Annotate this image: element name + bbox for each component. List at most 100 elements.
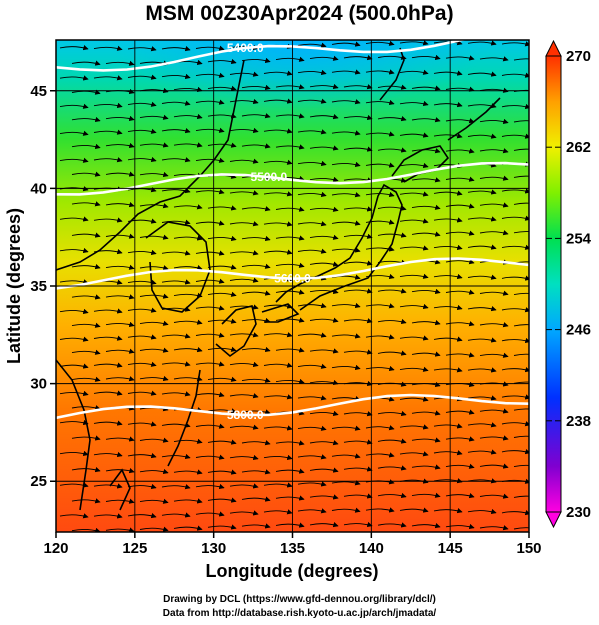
streamline-arrow <box>263 482 293 488</box>
streamline-arrow <box>93 157 123 163</box>
streamline-arrow <box>173 469 203 475</box>
streamline-arrow <box>433 304 463 311</box>
streamline-arrow <box>399 424 429 430</box>
streamline-arrow <box>479 525 509 531</box>
streamline-arrow <box>59 450 89 456</box>
contour-label: 5400.0 <box>227 41 264 55</box>
coastline-china <box>56 59 245 271</box>
streamline-arrow <box>377 54 407 60</box>
streamline-arrow <box>297 129 327 135</box>
streamline-arrow <box>275 289 305 295</box>
streamline-arrow <box>501 307 529 313</box>
streamline-arrow <box>195 483 225 490</box>
coastline-taiwan <box>109 468 131 511</box>
streamline-arrow <box>241 317 271 324</box>
streamline-arrow <box>105 527 135 532</box>
streamline-arrow <box>71 527 101 532</box>
chart-title: MSM 00Z30Apr2024 (500.0hPa) <box>145 2 454 25</box>
streamline-arrow <box>275 522 305 528</box>
streamline-arrow <box>365 99 395 106</box>
streamline-arrow <box>195 189 225 195</box>
streamline-arrow <box>263 70 293 76</box>
streamline-arrow <box>127 513 157 519</box>
streamline-arrow <box>59 513 89 519</box>
streamline-arrow <box>445 148 475 154</box>
streamline-arrow <box>399 451 429 457</box>
streamline-arrow <box>479 148 509 154</box>
streamline-arrow <box>241 57 271 63</box>
streamline-arrow <box>411 288 441 294</box>
streamline-arrow <box>377 116 407 122</box>
streamline-arrow <box>127 334 157 340</box>
streamline-arrow <box>411 54 441 60</box>
streamline-arrow <box>343 206 373 212</box>
streamline-arrow <box>229 332 259 338</box>
streamline-arrow <box>365 219 395 225</box>
streamline-arrow <box>161 391 191 397</box>
streamline-arrow <box>343 466 373 472</box>
streamline-arrow <box>343 439 373 445</box>
streamline-arrow <box>479 118 509 124</box>
streamline-arrow <box>59 130 89 136</box>
y-tick-label: 35 <box>30 278 47 295</box>
streamline-arrow <box>365 425 395 431</box>
streamline-arrow <box>263 249 293 255</box>
streamline-arrow <box>399 507 429 513</box>
streamline-arrow <box>365 40 395 46</box>
contour-label: 5500.0 <box>250 170 287 184</box>
streamline-arrow <box>207 318 237 324</box>
streamline-arrow <box>229 71 259 77</box>
streamline-arrow <box>241 409 271 415</box>
streamline-arrow <box>331 453 361 459</box>
streamline-arrow <box>241 346 271 353</box>
streamline-arrow <box>343 84 373 90</box>
streamline-arrow <box>229 250 259 256</box>
streamline-arrow <box>479 435 509 441</box>
y-tick-label: 40 <box>30 180 47 197</box>
streamline-arrow <box>297 363 327 369</box>
streamline-arrow <box>195 220 225 226</box>
credit-data: Data from http://database.rish.kyoto-u.a… <box>162 608 437 619</box>
streamline-arrow <box>411 148 441 154</box>
colorbar-tick-label: 270 <box>566 48 591 65</box>
streamline-arrow <box>297 221 327 227</box>
streamline-arrow <box>207 235 237 241</box>
streamline-arrow <box>105 348 135 354</box>
streamline-arrow <box>365 246 395 252</box>
streamline-arrow <box>161 100 191 106</box>
streamline-arrow <box>275 317 305 323</box>
x-tick-label: 140 <box>359 540 384 557</box>
streamline-arrow <box>399 218 429 224</box>
streamline-arrow <box>331 480 361 486</box>
streamline-arrow <box>467 133 497 139</box>
streamline-arrow <box>105 436 135 442</box>
streamline-arrow <box>343 521 373 528</box>
streamline-arrow <box>399 40 429 46</box>
streamline-arrow <box>411 523 441 529</box>
streamline-arrow <box>331 247 361 253</box>
streamline-arrow <box>127 74 157 80</box>
streamline-arrow <box>139 171 169 178</box>
streamline-arrow <box>127 128 157 134</box>
streamline-arrow <box>479 493 509 499</box>
streamline-arrow <box>195 99 225 105</box>
streamline-arrow <box>331 507 361 513</box>
streamline-arrow <box>229 190 259 196</box>
streamline-arrow <box>309 440 339 446</box>
streamline-arrow <box>343 349 373 355</box>
streamline-arrow <box>513 148 529 151</box>
streamline-arrow <box>479 352 509 358</box>
streamline-arrow <box>331 364 361 370</box>
y-tick-label: 45 <box>30 83 47 100</box>
streamline-arrow <box>297 481 327 487</box>
streamline-arrow <box>139 320 169 326</box>
streamline-arrow <box>377 288 407 294</box>
streamline-arrow <box>501 215 529 221</box>
streamline-arrow <box>241 523 271 529</box>
streamline-arrow <box>93 45 123 51</box>
streamline-arrow <box>93 483 123 489</box>
streamline-arrow <box>433 450 463 456</box>
streamline-arrow <box>513 527 529 530</box>
streamline-arrow <box>513 58 529 61</box>
streamline-arrow <box>105 233 135 239</box>
